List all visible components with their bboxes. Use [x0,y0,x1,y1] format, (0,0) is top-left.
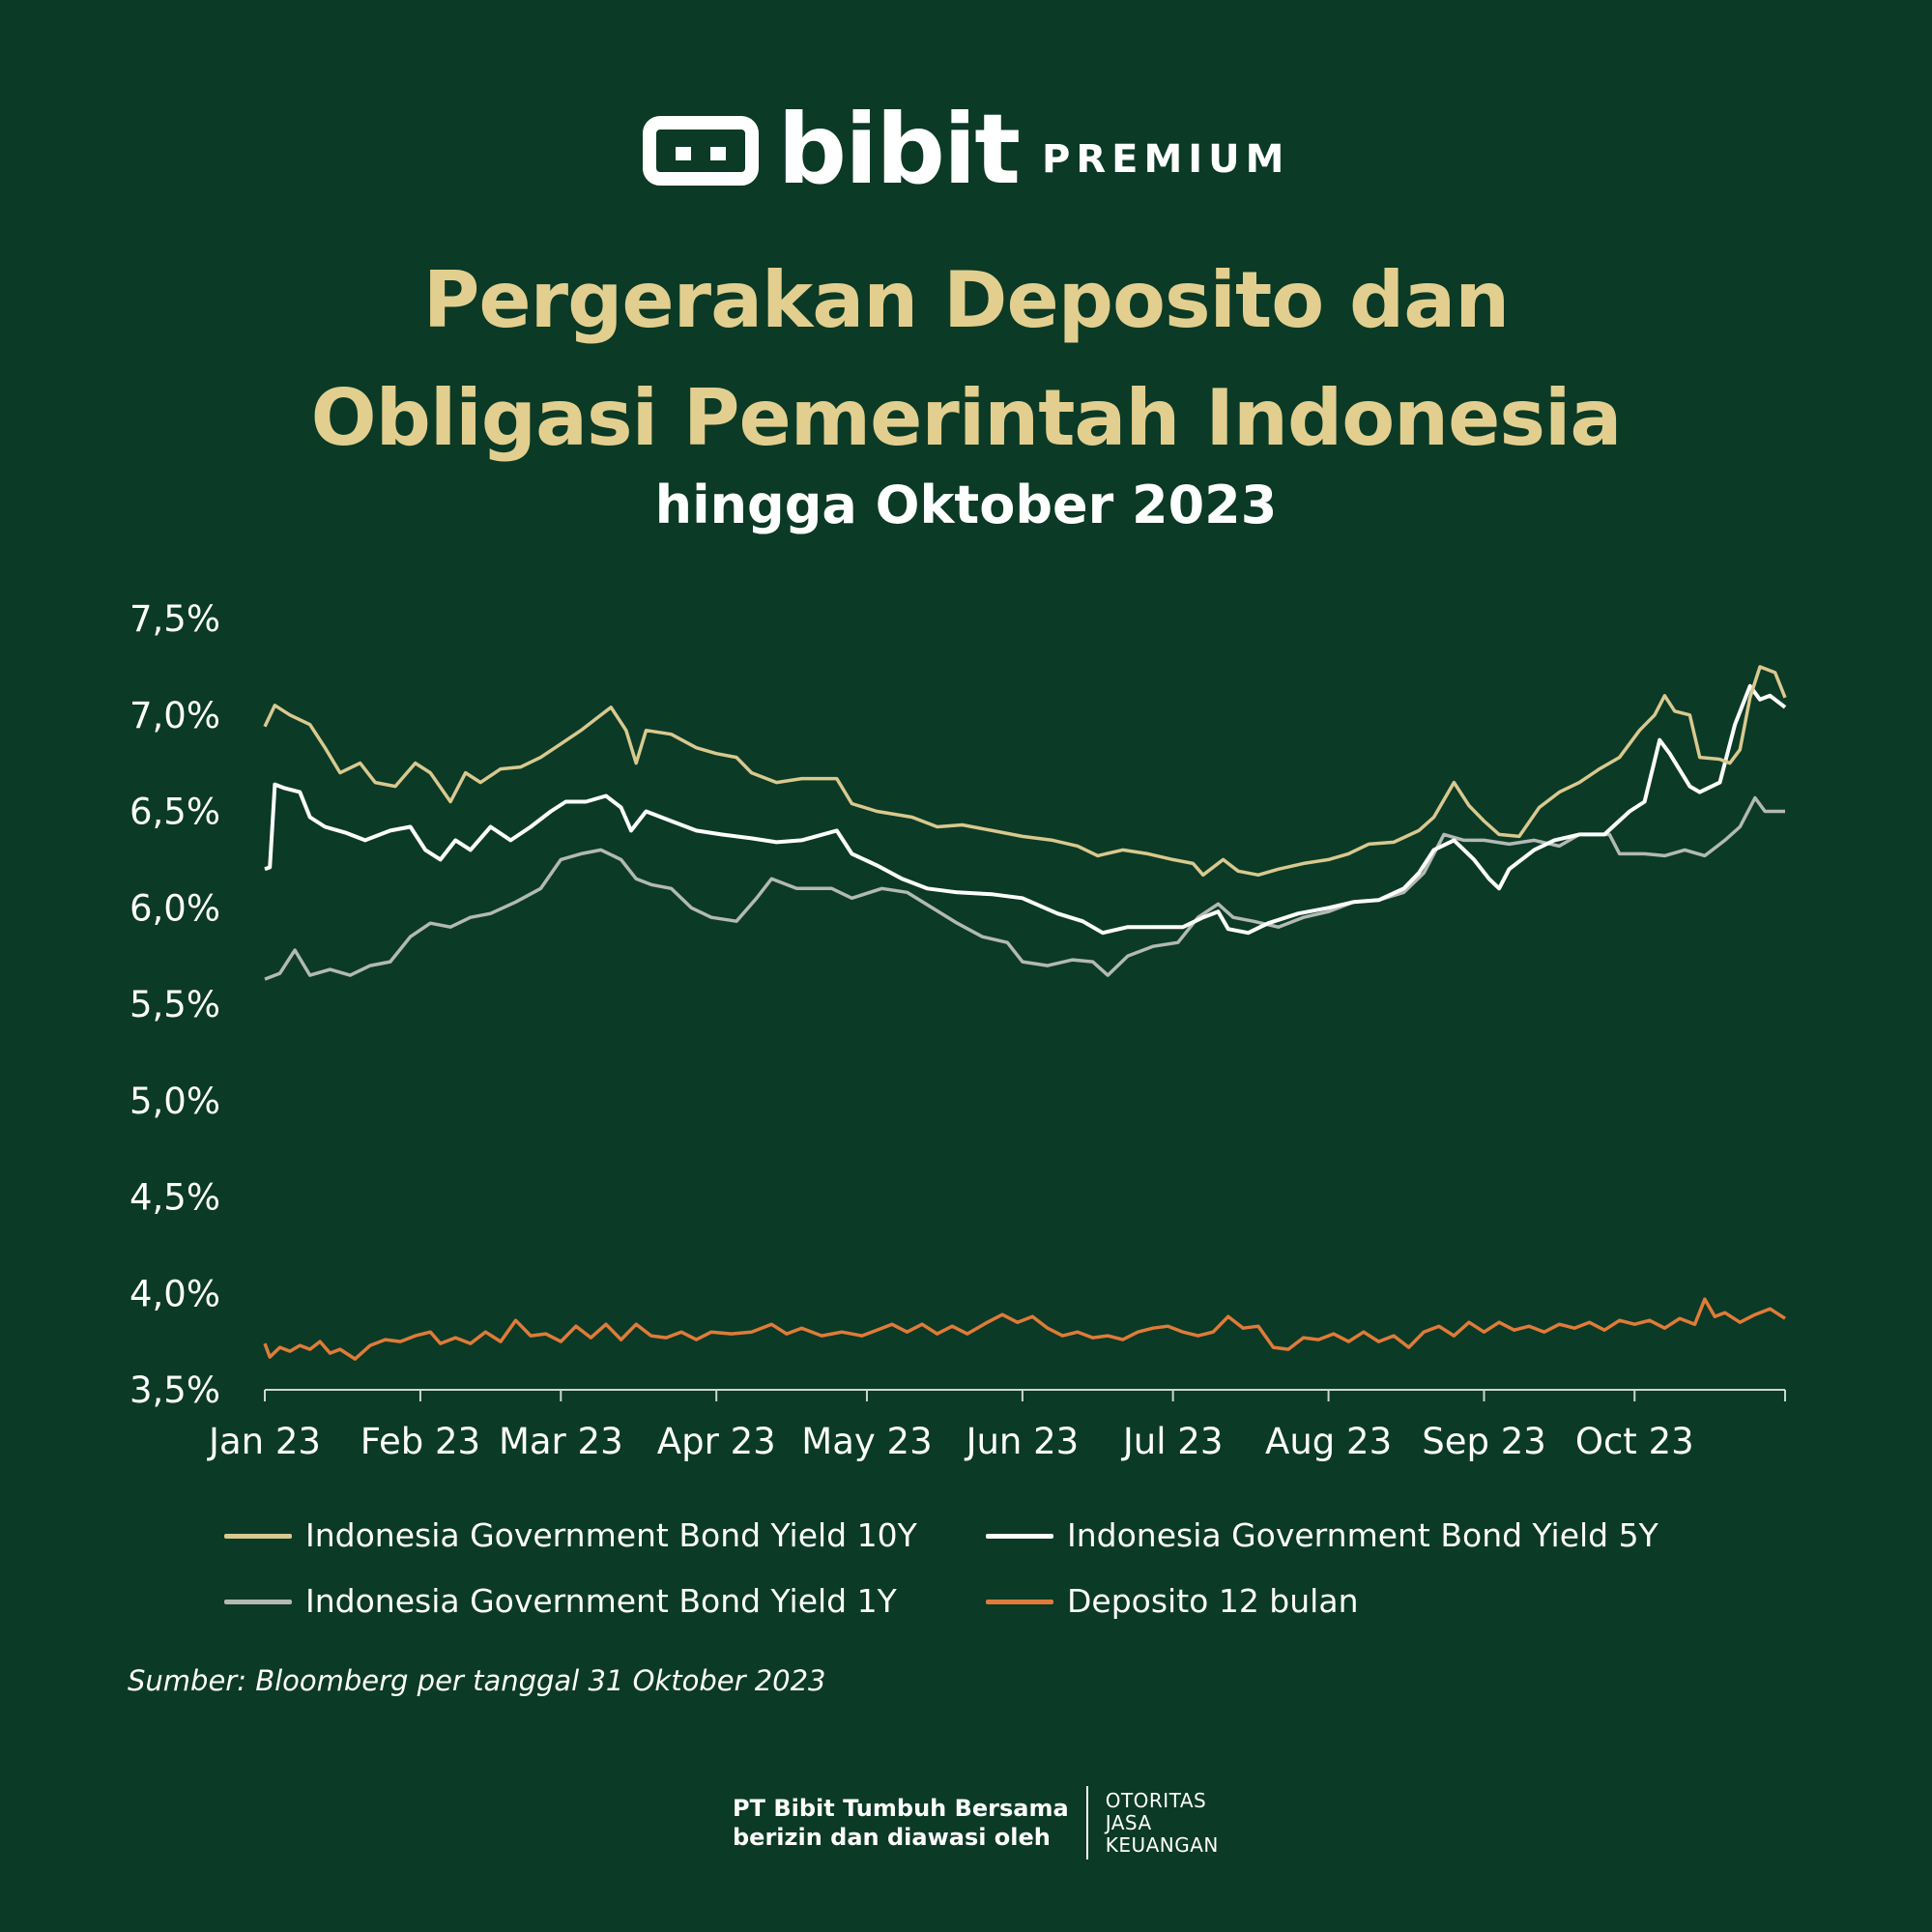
bibit-logo: bibit [642,93,1022,206]
line-chart: 3,5% 4,0% 4,5% 5,0% 5,5% 6,0% 6,5% 7,0% 7,5% Jan… [130,598,1787,1462]
x-tick-label: Feb 23 [360,1421,480,1462]
chart-subtitle: hingga Oktober 2023 [654,475,1278,535]
series-line-5y [264,683,1787,936]
x-tick-label: Jun 23 [965,1421,1080,1462]
legend-label-5y: Indonesia Government Bond Yield 5Y [1067,1516,1658,1554]
x-tick-label: Jan 23 [207,1421,321,1462]
y-tick-label: 6,0% [130,887,220,929]
title-line-1: Pergerakan Deposito dan [422,255,1510,345]
brand-tier: PREMIUM [1042,137,1290,182]
bibit-logo-icon [642,116,759,186]
legend-label-10y: Indonesia Government Bond Yield 10Y [305,1516,917,1554]
series-line-deposito [263,1297,1786,1361]
series-line-1y [264,795,1785,981]
x-tick-label: Sep 23 [1422,1421,1546,1462]
y-tick-label: 4,5% [130,1177,220,1219]
ojk-line-3: KEUANGAN [1105,1832,1219,1857]
x-tick-label: Apr 23 [657,1421,776,1462]
brand-name: bibit [777,93,1022,206]
x-tick-label: May 23 [801,1421,932,1462]
footer-company: PT Bibit Tumbuh Bersama berizin dan diaw… [733,1794,1069,1852]
title-line-2: Obligasi Pemerintah Indonesia [310,373,1623,463]
y-tick-label: 7,5% [130,598,220,640]
legend-swatch-10y [224,1533,292,1539]
legend-label-1y: Indonesia Government Bond Yield 1Y [305,1582,897,1620]
legend-item-5y: Indonesia Government Bond Yield 5Y [986,1515,1662,1556]
brand-header: bibit PREMIUM [0,93,1932,206]
series-lines [263,665,1787,1361]
y-tick-label: 4,0% [130,1273,220,1314]
series-line-10y [263,665,1787,878]
legend-swatch-1y [224,1599,292,1604]
legend-swatch-deposito [986,1599,1053,1604]
x-tick-label: Oct 23 [1575,1421,1694,1462]
source-note: Sumber: Bloomberg per tanggal 31 Oktober… [128,1664,826,1697]
y-tick-label: 7,0% [130,695,220,736]
chart-title: Pergerakan Deposito dan Obligasi Pemerin… [0,242,1932,477]
footer-company-line-2: berizin dan diawasi oleh [733,1824,1051,1851]
legend-item-1y: Indonesia Government Bond Yield 1Y [224,1581,986,1622]
legend-swatch-5y [986,1533,1053,1539]
legend-item-deposito: Deposito 12 bulan [986,1581,1662,1622]
y-tick-label: 5,5% [130,984,220,1025]
x-tick-label: Jul 23 [1121,1421,1223,1462]
footer: PT Bibit Tumbuh Bersama berizin dan diaw… [733,1786,1219,1860]
ojk-line-1: OTORITAS [1105,1788,1207,1812]
x-tick-label: Mar 23 [499,1421,623,1462]
x-tick-label: Aug 23 [1265,1421,1392,1462]
legend-item-10y: Indonesia Government Bond Yield 10Y [224,1515,986,1556]
y-tick-label: 5,0% [130,1081,220,1122]
footer-divider [1085,1786,1088,1860]
y-tick-label: 3,5% [130,1370,220,1411]
footer-company-line-1: PT Bibit Tumbuh Bersama [733,1795,1069,1822]
legend-label-deposito: Deposito 12 bulan [1067,1582,1359,1620]
y-tick-label: 6,5% [130,792,220,833]
ojk-logo: OTORITAS JASA KEUANGAN [1105,1788,1219,1857]
y-axis-ticks: 3,5% 4,0% 4,5% 5,0% 5,5% 6,0% 6,5% 7,0% 7,5% [130,598,220,1411]
chart-legend: Indonesia Government Bond Yield 10Y Indo… [224,1515,1732,1622]
x-axis-ticks: Jan 23 Feb 23 Mar 23 Apr 23 May 23 Jun 23 Jul … [207,1390,1786,1462]
ojk-line-2: JASA [1105,1810,1152,1834]
